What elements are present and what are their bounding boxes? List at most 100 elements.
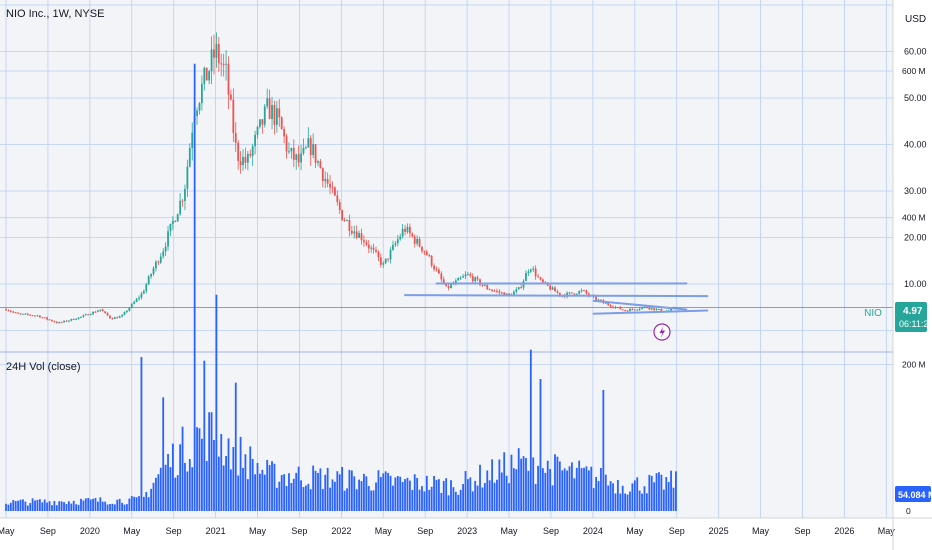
price-tick-label: 10.00 bbox=[904, 279, 927, 289]
volume-bar bbox=[43, 499, 46, 511]
volume-bar bbox=[22, 499, 24, 511]
candle-body bbox=[106, 312, 109, 316]
candle-body bbox=[551, 287, 554, 290]
volume-bar bbox=[84, 498, 87, 511]
volume-bar bbox=[558, 461, 561, 511]
candle-body bbox=[43, 317, 46, 319]
candle-body bbox=[203, 67, 206, 85]
candle-body bbox=[72, 318, 75, 320]
price-tick-label: 50.00 bbox=[904, 93, 927, 103]
time-tick-label: Sep bbox=[794, 526, 810, 536]
volume-bar bbox=[355, 489, 358, 511]
volume-bar bbox=[493, 482, 496, 511]
candle-body bbox=[493, 290, 496, 292]
candle-body bbox=[295, 154, 298, 160]
candle-body bbox=[237, 142, 240, 161]
volume-bar bbox=[442, 480, 445, 511]
candle-body bbox=[638, 308, 641, 310]
lightning-icon[interactable] bbox=[653, 323, 671, 341]
candle-body bbox=[205, 67, 208, 81]
candle-body bbox=[171, 221, 174, 224]
volume-bar bbox=[360, 481, 363, 511]
volume-bar bbox=[232, 446, 235, 511]
time-tick-label: 2022 bbox=[331, 526, 351, 536]
volume-bar bbox=[595, 476, 598, 511]
candle-body bbox=[326, 179, 329, 184]
volume-bar bbox=[636, 477, 639, 511]
volume-bar bbox=[488, 480, 491, 511]
volume-bar bbox=[97, 501, 99, 511]
candle-body bbox=[616, 307, 619, 309]
candle-body bbox=[53, 321, 56, 323]
volume-bar bbox=[554, 454, 556, 511]
volume-bar bbox=[159, 467, 162, 511]
volume-bar bbox=[401, 481, 404, 511]
candle-body bbox=[614, 307, 617, 309]
candle-body bbox=[363, 240, 365, 243]
time-axis[interactable]: May Sep 2020 May Sep 2021 May Sep 2022 May Sep 2023… bbox=[0, 526, 895, 536]
volume-bar bbox=[152, 482, 155, 511]
candle-body bbox=[486, 285, 489, 290]
candle-body bbox=[341, 210, 344, 221]
candle-body bbox=[133, 301, 136, 304]
candle-body bbox=[113, 317, 116, 319]
candle-body bbox=[670, 308, 672, 311]
volume-bar bbox=[612, 483, 614, 511]
candle-body bbox=[225, 63, 227, 65]
volume-bar bbox=[309, 489, 312, 511]
volume-bar bbox=[580, 468, 583, 511]
volume-bar bbox=[225, 456, 227, 511]
volume-bar bbox=[334, 481, 336, 511]
trendline bbox=[592, 309, 709, 315]
volume-bar bbox=[275, 487, 278, 511]
candle-body bbox=[568, 292, 571, 294]
plot-area[interactable] bbox=[0, 0, 893, 518]
volume-bar bbox=[662, 489, 665, 511]
candle-body bbox=[372, 247, 375, 250]
candle-body bbox=[67, 320, 70, 322]
volume-bar bbox=[384, 471, 387, 511]
volume-bar bbox=[300, 480, 302, 511]
volume-bar bbox=[9, 502, 12, 511]
volume-series bbox=[5, 63, 677, 511]
volume-bar bbox=[575, 467, 578, 511]
candle-body bbox=[556, 291, 559, 293]
candle-body bbox=[109, 315, 111, 319]
price-axis[interactable]: 60.00 50.00 40.00 30.00 20.00 10.00 bbox=[904, 47, 927, 290]
candle-body bbox=[186, 166, 189, 189]
candle-body bbox=[249, 153, 252, 156]
candle-body bbox=[423, 251, 426, 253]
volume-bar bbox=[396, 476, 399, 511]
volume-bar bbox=[283, 474, 286, 511]
trendline-group bbox=[404, 282, 709, 315]
volume-bar bbox=[304, 485, 307, 511]
volume-bar bbox=[537, 465, 539, 511]
time-tick-label: May bbox=[123, 526, 141, 536]
candle-body bbox=[300, 153, 302, 163]
volume-bar bbox=[162, 397, 165, 511]
candle-body bbox=[234, 133, 237, 143]
candle-body bbox=[26, 313, 29, 315]
volume-bar bbox=[392, 485, 394, 511]
volume-bar bbox=[660, 474, 663, 511]
volume-axis[interactable]: 600 M 400 M 200 M 0 bbox=[902, 66, 926, 516]
candle-body bbox=[435, 269, 438, 271]
candle-body bbox=[290, 148, 293, 152]
volume-bar bbox=[58, 501, 61, 511]
candle-body bbox=[350, 230, 353, 234]
volume-bar bbox=[321, 489, 324, 511]
candle-body bbox=[377, 251, 380, 258]
candle-body bbox=[242, 156, 244, 166]
volume-value-badge bbox=[895, 486, 931, 502]
candle-body bbox=[188, 148, 191, 167]
candle-body bbox=[184, 188, 186, 202]
candle-body bbox=[92, 311, 94, 315]
volume-bar bbox=[167, 454, 169, 511]
volume-bar bbox=[447, 495, 450, 511]
volume-tick-label: 400 M bbox=[902, 213, 926, 223]
candle-body bbox=[481, 284, 484, 286]
candle-body bbox=[483, 285, 486, 287]
candle-body bbox=[99, 309, 102, 311]
volume-bar bbox=[273, 463, 276, 511]
